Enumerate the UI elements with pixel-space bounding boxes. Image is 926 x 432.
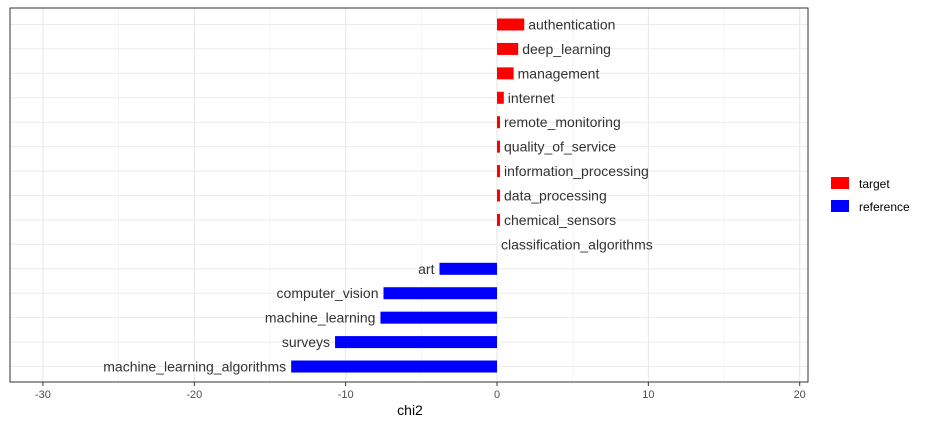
bar-label: surveys [282, 334, 330, 350]
plot-panel-border [9, 7, 809, 383]
bar-surveys [335, 336, 497, 349]
legend-label-reference: reference [859, 200, 910, 214]
legend-swatch-reference [831, 200, 849, 212]
x-tick-label: 20 [794, 389, 806, 401]
grid-lines [10, 8, 808, 382]
bars [291, 18, 525, 373]
bar-label: machine_learning_algorithms [103, 359, 286, 375]
bar-deep-learning [497, 42, 519, 55]
bar-label: computer_vision [277, 285, 379, 301]
bar-machine-learning [380, 311, 497, 324]
bar-label: authentication [528, 17, 615, 33]
x-axis-ticks: -30 -20 -10 0 10 20 [35, 382, 806, 401]
x-tick-label: 0 [494, 389, 500, 401]
bar-label: remote_monitoring [504, 114, 621, 130]
bar-label: internet [508, 90, 555, 106]
bar-label: data_processing [504, 188, 607, 204]
bar-label: deep_learning [522, 41, 611, 57]
legend: target reference [831, 177, 910, 214]
bar-art [439, 262, 497, 275]
x-tick-label: 10 [642, 389, 654, 401]
bar-machine-learning-algorithms [291, 360, 497, 373]
bar-label: machine_learning [265, 310, 376, 326]
bar-remote-monitoring [497, 116, 501, 129]
x-tick-label: -20 [186, 389, 202, 401]
bar-label: chemical_sensors [504, 212, 616, 228]
bar-labels: authentication deep_learning management int… [103, 17, 652, 375]
bar-label: management [518, 65, 600, 81]
bar-chemical-sensors [497, 213, 501, 226]
bar-label: quality_of_service [504, 139, 616, 155]
bar-label: information_processing [504, 163, 649, 179]
bar-label: art [418, 261, 434, 277]
bar-internet [497, 91, 504, 104]
bar-information-processing [497, 165, 501, 178]
bar-data-processing [497, 189, 501, 202]
legend-swatch-target [831, 177, 849, 189]
bar-authentication [497, 18, 525, 31]
bar-management [497, 67, 514, 80]
x-tick-label: -30 [35, 389, 51, 401]
legend-label-target: target [859, 177, 890, 191]
x-axis-title: chi2 [397, 402, 423, 418]
bar-computer-vision [383, 287, 497, 300]
bar-quality-of-service [497, 140, 501, 153]
bar-label: classification_algorithms [501, 236, 653, 252]
x-tick-label: -10 [338, 389, 354, 401]
